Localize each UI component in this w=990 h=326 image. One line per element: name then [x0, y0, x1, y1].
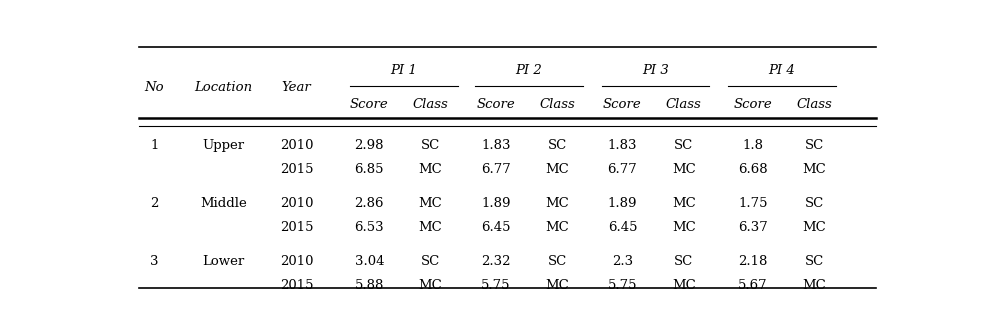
- Text: MC: MC: [803, 221, 826, 234]
- Text: PI 3: PI 3: [643, 64, 669, 77]
- Text: 5.75: 5.75: [608, 279, 638, 292]
- Text: 1.8: 1.8: [742, 139, 763, 152]
- Text: 2.86: 2.86: [354, 197, 384, 210]
- Text: Year: Year: [281, 81, 311, 94]
- Text: Upper: Upper: [202, 139, 245, 152]
- Text: 6.53: 6.53: [354, 221, 384, 234]
- Text: MC: MC: [672, 221, 696, 234]
- Text: 6.68: 6.68: [739, 163, 767, 176]
- Text: 5.75: 5.75: [481, 279, 511, 292]
- Text: SC: SC: [805, 197, 824, 210]
- Text: 5.67: 5.67: [739, 279, 767, 292]
- Text: MC: MC: [672, 279, 696, 292]
- Text: 2010: 2010: [279, 255, 313, 268]
- Text: SC: SC: [805, 139, 824, 152]
- Text: MC: MC: [545, 197, 569, 210]
- Text: 5.88: 5.88: [354, 279, 384, 292]
- Text: 6.45: 6.45: [608, 221, 638, 234]
- Text: 6.45: 6.45: [481, 221, 511, 234]
- Text: Location: Location: [194, 81, 252, 94]
- Text: Middle: Middle: [200, 197, 247, 210]
- Text: 2.98: 2.98: [354, 139, 384, 152]
- Text: SC: SC: [805, 255, 824, 268]
- Text: SC: SC: [547, 139, 567, 152]
- Text: Score: Score: [734, 98, 772, 111]
- Text: SC: SC: [547, 255, 567, 268]
- Text: Class: Class: [413, 98, 448, 111]
- Text: 3.04: 3.04: [354, 255, 384, 268]
- Text: MC: MC: [672, 163, 696, 176]
- Text: Lower: Lower: [202, 255, 245, 268]
- Text: 6.85: 6.85: [354, 163, 384, 176]
- Text: MC: MC: [803, 279, 826, 292]
- Text: MC: MC: [545, 163, 569, 176]
- Text: SC: SC: [421, 139, 441, 152]
- Text: 6.37: 6.37: [738, 221, 768, 234]
- Text: MC: MC: [419, 279, 443, 292]
- Text: MC: MC: [545, 221, 569, 234]
- Text: SC: SC: [421, 255, 441, 268]
- Text: 1.83: 1.83: [608, 139, 638, 152]
- Text: 2015: 2015: [279, 221, 313, 234]
- Text: SC: SC: [674, 255, 693, 268]
- Text: Class: Class: [796, 98, 833, 111]
- Text: PI 4: PI 4: [768, 64, 795, 77]
- Text: MC: MC: [419, 163, 443, 176]
- Text: 2015: 2015: [279, 163, 313, 176]
- Text: 1: 1: [150, 139, 158, 152]
- Text: Score: Score: [349, 98, 389, 111]
- Text: Score: Score: [603, 98, 642, 111]
- Text: 2: 2: [150, 197, 158, 210]
- Text: PI 1: PI 1: [390, 64, 417, 77]
- Text: 6.77: 6.77: [608, 163, 638, 176]
- Text: MC: MC: [419, 221, 443, 234]
- Text: MC: MC: [545, 279, 569, 292]
- Text: No: No: [145, 81, 164, 94]
- Text: 6.77: 6.77: [481, 163, 511, 176]
- Text: SC: SC: [674, 139, 693, 152]
- Text: 1.89: 1.89: [481, 197, 511, 210]
- Text: 1.89: 1.89: [608, 197, 638, 210]
- Text: Score: Score: [476, 98, 515, 111]
- Text: 2010: 2010: [279, 197, 313, 210]
- Text: MC: MC: [419, 197, 443, 210]
- Text: 2010: 2010: [279, 139, 313, 152]
- Text: 2.18: 2.18: [739, 255, 767, 268]
- Text: 1.75: 1.75: [739, 197, 767, 210]
- Text: MC: MC: [672, 197, 696, 210]
- Text: Class: Class: [666, 98, 702, 111]
- Text: 1.83: 1.83: [481, 139, 511, 152]
- Text: 2.32: 2.32: [481, 255, 511, 268]
- Text: 2015: 2015: [279, 279, 313, 292]
- Text: Class: Class: [540, 98, 575, 111]
- Text: MC: MC: [803, 163, 826, 176]
- Text: 3: 3: [150, 255, 158, 268]
- Text: PI 2: PI 2: [516, 64, 543, 77]
- Text: 2.3: 2.3: [612, 255, 633, 268]
